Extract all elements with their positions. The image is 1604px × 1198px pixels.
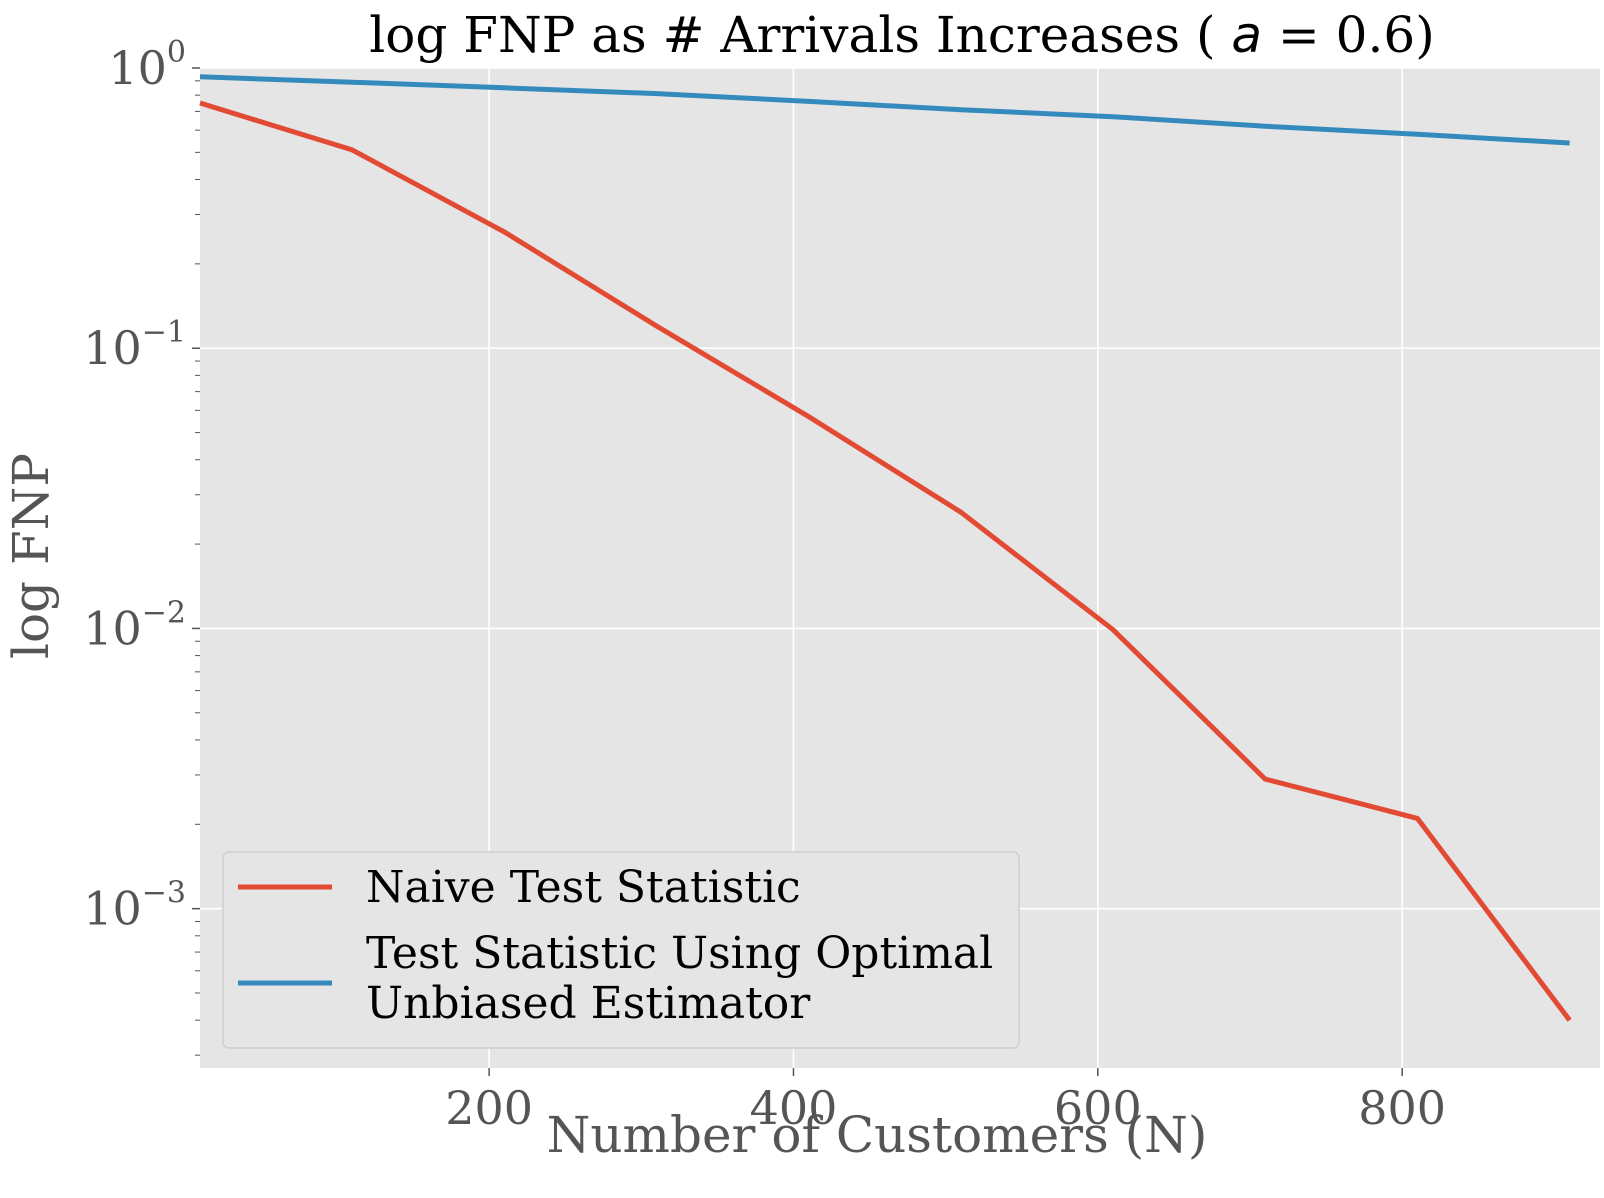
y-tick-label: 10−1	[83, 315, 186, 375]
x-tick-label: 400	[750, 1081, 838, 1135]
chart-title: log FNP as # Arrivals Increases ( a = 0.…	[369, 6, 1434, 64]
series-line-0	[199, 100, 1572, 1022]
y-tick-label: 10−2	[83, 595, 186, 655]
x-tick-label: 800	[1358, 1081, 1446, 1135]
y-axis-label: log FNP	[2, 453, 60, 659]
x-tick-label: 200	[445, 1081, 533, 1135]
legend-label-optimal-line1: Test Statistic Using Optimal	[366, 928, 993, 979]
x-axis-label: Number of Customers (N)	[547, 1106, 1208, 1164]
legend: Naive Test Statistic Test Statistic Usin…	[222, 851, 1020, 1049]
x-tick-label: 600	[1054, 1081, 1142, 1135]
minor-ticks	[195, 80, 200, 1056]
legend-box	[222, 851, 1020, 1049]
legend-label-optimal-line2: Unbiased Estimator	[366, 978, 811, 1029]
x-tick-labels: 200 400 600 800	[445, 1081, 1446, 1135]
series-line-1	[199, 74, 1570, 146]
legend-label-naive: Naive Test Statistic	[366, 862, 801, 913]
y-tick-label: 10−3	[83, 876, 186, 936]
y-tick-labels: 100 10−1 10−2 10−3	[83, 35, 186, 936]
series-lines	[199, 74, 1572, 1022]
y-tick-label: 100	[108, 35, 186, 95]
